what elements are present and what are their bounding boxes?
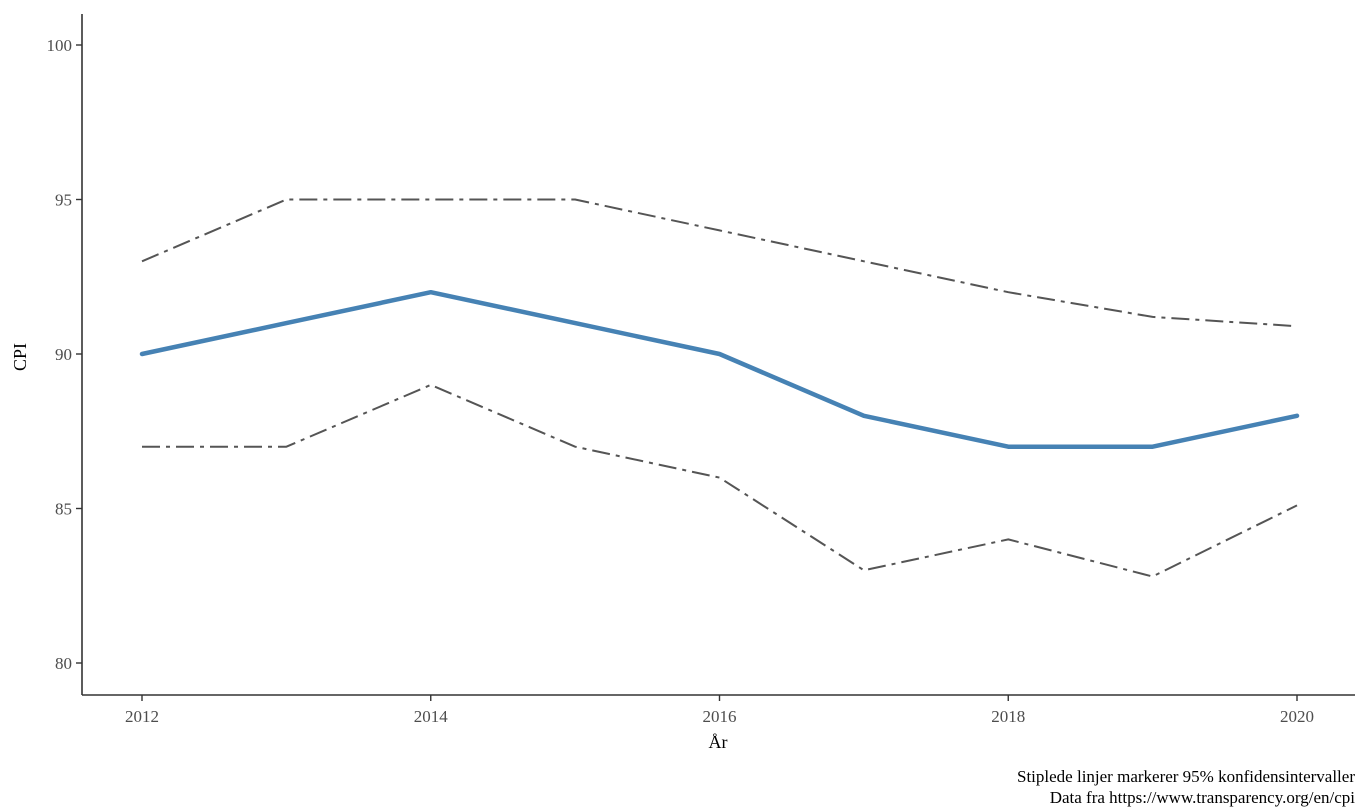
y-tick-label: 95 <box>55 191 72 210</box>
y-tick-label: 80 <box>55 654 72 673</box>
x-tick-label: 2016 <box>703 707 737 726</box>
upper-ci-line <box>141 198 1298 328</box>
y-axis-title: CPI <box>10 343 30 371</box>
x-tick-label: 2012 <box>125 707 159 726</box>
series-lines <box>139 198 1300 578</box>
y-tick-label: 85 <box>55 500 72 519</box>
y-tick-label: 90 <box>55 345 72 364</box>
x-tick-label: 2014 <box>414 707 449 726</box>
cpi-line <box>139 289 1300 449</box>
caption-line-2: Data fra https://www.transparency.org/en… <box>1050 788 1356 807</box>
x-tick-label: 2020 <box>1280 707 1314 726</box>
caption-line-1: Stiplede linjer markerer 95% konfidensin… <box>1017 767 1355 786</box>
x-tick-label: 2018 <box>991 707 1025 726</box>
x-axis-title: År <box>709 732 728 752</box>
y-axis-ticks: 80 85 90 95 100 <box>47 36 82 673</box>
x-axis-ticks: 2012 2014 2016 2018 2020 <box>125 695 1314 726</box>
y-tick-label: 100 <box>47 36 73 55</box>
lower-ci-line <box>142 383 1298 578</box>
